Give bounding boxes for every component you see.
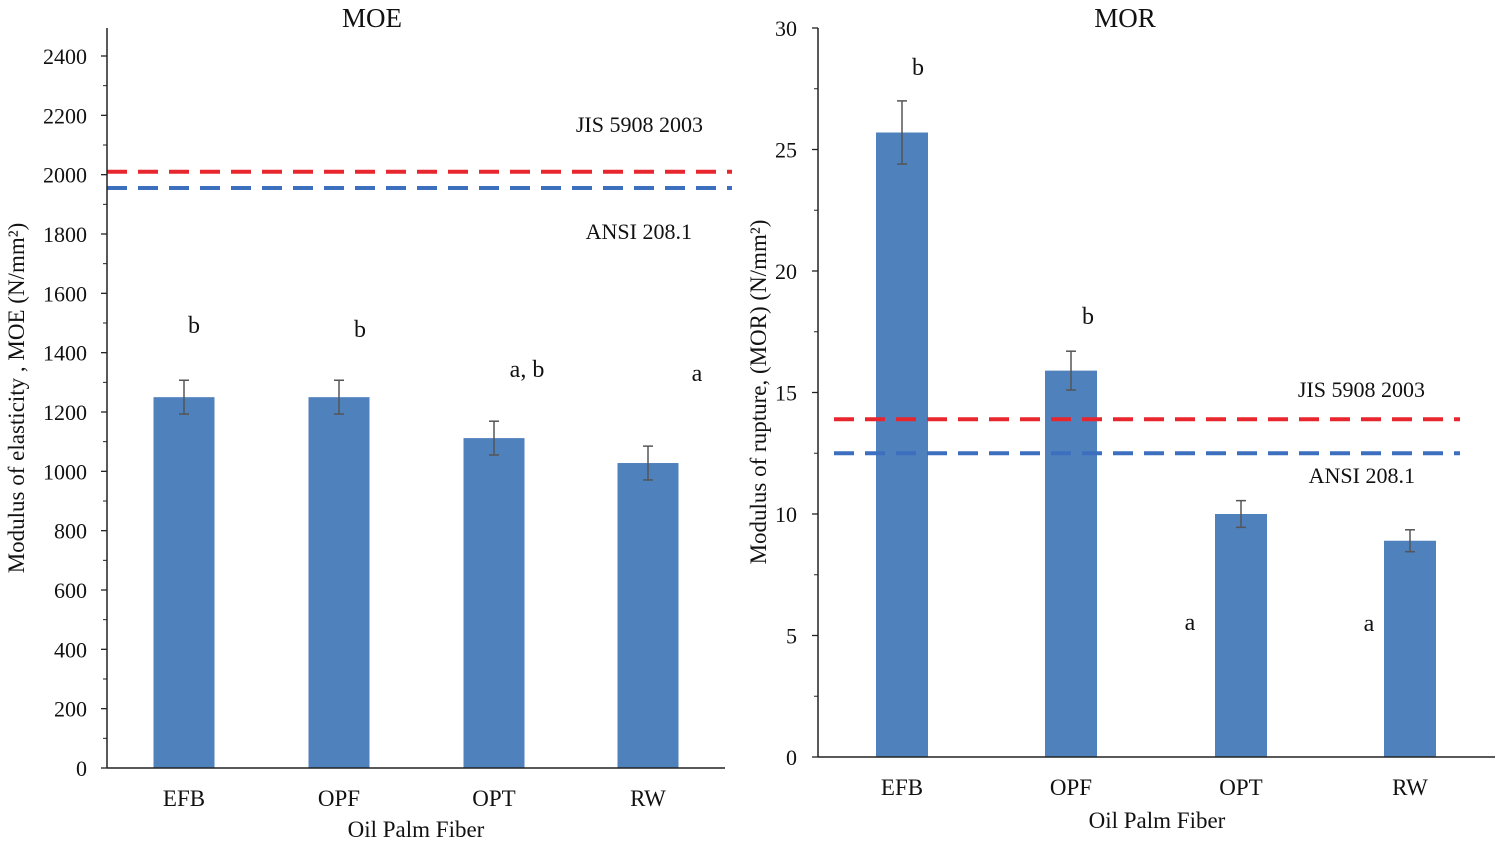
moe-y-tick-label: 2200: [43, 103, 87, 128]
mor-y-tick-label: 10: [775, 502, 797, 527]
moe-significance-letter: a, b: [510, 357, 545, 383]
mor-significance-letter: a: [1185, 610, 1196, 636]
moe-x-axis-title: Oil Palm Fiber: [348, 817, 485, 842]
mor-significance-letter: b: [1082, 304, 1094, 330]
mor-y-axis-title: Modulus of rupture, (MOR) (N/mm²): [746, 220, 771, 565]
moe-significance-letter: a: [692, 361, 703, 387]
moe-x-tick-label: OPF: [318, 786, 360, 811]
mor-y-ticks: 0 5 10 15 20 25 30: [775, 16, 818, 770]
moe-y-tick-label: 2000: [43, 163, 87, 188]
mor-x-tick-label: OPF: [1050, 775, 1092, 800]
mor-y-tick-label: 15: [775, 381, 797, 406]
moe-y-ticks: 0 200 400 600 800 1000 1200 1400 1600 1800 2000 220…: [43, 44, 107, 781]
moe-bar: [463, 438, 525, 768]
moe-y-tick-label: 1600: [43, 281, 87, 306]
moe-x-tick-label: EFB: [163, 786, 205, 811]
moe-ansi-label: ANSI 208.1: [586, 219, 692, 244]
mor-y-tick-label: 20: [775, 259, 797, 284]
moe-y-tick-label: 1200: [43, 400, 87, 425]
moe-significance-letter: b: [188, 313, 200, 339]
mor-y-tick-label: 0: [786, 745, 797, 770]
moe-significance-letter: b: [354, 317, 366, 343]
mor-x-tick-label: OPT: [1219, 775, 1262, 800]
mor-x-axis-title: Oil Palm Fiber: [1089, 808, 1226, 833]
mor-y-tick-label: 30: [775, 16, 797, 41]
moe-bars: [153, 397, 679, 768]
moe-y-tick-label: 200: [54, 697, 87, 722]
moe-reference-lines: [107, 169, 732, 191]
moe-bar: [153, 397, 215, 768]
mor-x-tick-label: RW: [1392, 775, 1428, 800]
mor-bar: [1215, 514, 1267, 757]
mor-bars: [876, 132, 1436, 758]
mor-bar: [1384, 540, 1436, 757]
mor-reference-lines: [834, 417, 1460, 456]
moe-x-tick-label: OPT: [472, 786, 515, 811]
moe-y-tick-label: 600: [54, 578, 87, 603]
mor-x-tick-label: EFB: [881, 775, 923, 800]
moe-x-tick-label: RW: [630, 786, 666, 811]
moe-bar: [617, 463, 679, 768]
moe-chart-title: MOE: [342, 3, 402, 33]
mor-error-bars: [897, 100, 1415, 553]
mor-y-tick-label: 5: [786, 624, 797, 649]
mor-jis-label: JIS 5908 2003: [1298, 377, 1425, 402]
moe-y-tick-label: 1800: [43, 222, 87, 247]
moe-jis-label: JIS 5908 2003: [576, 112, 703, 137]
moe-y-tick-label: 800: [54, 519, 87, 544]
moe-y-tick-label: 2400: [43, 44, 87, 69]
mor-bar: [1045, 370, 1097, 757]
moe-y-tick-label: 400: [54, 637, 87, 662]
mor-significance-letter: b: [912, 55, 924, 81]
moe-y-axis-title: Modulus of elasticity , MOE (N/mm²): [4, 223, 29, 574]
moe-y-tick-label: 1400: [43, 341, 87, 366]
moe-y-tick-label: 0: [76, 756, 87, 781]
moe-bar: [308, 397, 370, 768]
mor-bar: [876, 132, 928, 758]
mor-chart-title: MOR: [1094, 3, 1156, 33]
mor-ansi-label: ANSI 208.1: [1309, 463, 1415, 488]
mor-significance-letter: a: [1364, 611, 1375, 637]
moe-y-tick-label: 1000: [43, 459, 87, 484]
moe-error-bars: [179, 379, 653, 481]
mor-y-tick-label: 25: [775, 138, 797, 163]
moe-chart: MOE 0 200 400 600 800 1000 1200 1400 1600 1800 200…: [4, 3, 732, 842]
